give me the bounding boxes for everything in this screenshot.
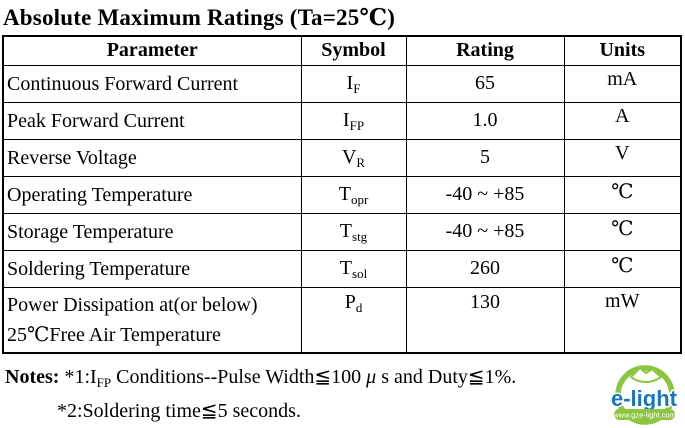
note-1: Notes: *1:IFP Conditions--Pulse Width≦10…: [5, 361, 685, 395]
logo-circle-swoosh: [615, 365, 675, 425]
rating-cell: -40 ~ +85: [405, 175, 565, 214]
symbol-base: I: [342, 109, 350, 131]
symbol-sub: R: [356, 155, 366, 170]
units-cell: mA: [563, 64, 682, 103]
rating-cell: 1.0: [405, 101, 565, 140]
symbol-cell: VR: [300, 138, 407, 177]
header-symbol: Symbol: [300, 35, 407, 66]
parameter-cell: Peak Forward Current: [2, 101, 302, 140]
parameter-cell: Soldering Temperature: [2, 249, 302, 288]
page-title: Absolute Maximum Ratings (Ta=25℃): [3, 5, 396, 30]
micro-symbol: μ: [366, 366, 377, 388]
table-row: Storage Temperature Tstg -40 ~ +85 ℃: [2, 212, 682, 251]
ratings-table-body: Continuous Forward Current IF 65 mA Peak…: [2, 64, 682, 354]
header-parameter: Parameter: [2, 35, 302, 66]
logo-url: www.gze-light.com: [612, 411, 676, 420]
rating-cell: 130: [405, 286, 565, 354]
rating-cell: 65: [405, 64, 565, 103]
symbol-base: T: [339, 257, 353, 279]
units-cell: ℃: [563, 249, 682, 288]
units-cell: ℃: [563, 175, 682, 214]
units-cell: V: [563, 138, 682, 177]
symbol-base: T: [339, 220, 353, 242]
units-cell: ℃: [563, 212, 682, 251]
symbol-base: I: [346, 72, 354, 94]
logo-wordmark: e-light: [611, 386, 678, 411]
parameter-cell: Continuous Forward Current: [2, 64, 302, 103]
symbol-sub: sol: [352, 266, 368, 281]
rating-cell: -40 ~ +85: [405, 212, 565, 251]
symbol-base: V: [341, 146, 357, 168]
logo-url-banner: [614, 409, 675, 420]
parameter-cell: Operating Temperature: [2, 175, 302, 214]
symbol-cell: Tsol: [300, 249, 407, 288]
header-units: Units: [563, 35, 682, 66]
table-row: Peak Forward Current IFP 1.0 A: [2, 101, 682, 140]
table-row: Continuous Forward Current IF 65 mA: [2, 64, 682, 103]
symbol-base: T: [338, 183, 351, 205]
logo-mountain-icon: [629, 366, 663, 384]
notes-label: Notes:: [5, 366, 60, 388]
table-header-row: Parameter Symbol Rating Units: [2, 35, 682, 66]
symbol-sub: F: [353, 81, 361, 96]
parameter-cell: Storage Temperature: [2, 212, 302, 251]
units-cell: A: [563, 101, 682, 140]
rating-cell: 5: [405, 138, 565, 177]
units-cell: mW: [563, 286, 682, 354]
e-light-logo: e-light www.gze-light.com: [610, 365, 679, 425]
symbol-cell: IF: [300, 64, 407, 103]
table-row: Reverse Voltage VR 5 V: [2, 138, 682, 177]
notes-section: Notes: *1:IFP Conditions--Pulse Width≦10…: [5, 361, 685, 427]
symbol-sub: stg: [352, 229, 368, 244]
symbol-cell: Tstg: [300, 212, 407, 251]
absolute-maximum-ratings-table: Parameter Symbol Rating Units Continuous…: [2, 35, 682, 354]
parameter-cell: Power Dissipation at(or below) 25℃Free A…: [2, 286, 302, 354]
note-1-pre: *1:I: [64, 366, 97, 388]
rating-cell: 260: [405, 249, 565, 288]
parameter-cell: Reverse Voltage: [2, 138, 302, 177]
header-rating: Rating: [405, 35, 565, 66]
symbol-sub: opr: [350, 192, 369, 207]
symbol-cell: Pd: [300, 286, 407, 354]
note-1-sub: FP: [96, 375, 112, 390]
symbol-sub: FP: [349, 118, 365, 133]
note-2: *2:Soldering time≦5 seconds.: [57, 400, 301, 422]
symbol-cell: Topr: [300, 175, 407, 214]
table-row: Soldering Temperature Tsol 260 ℃: [2, 249, 682, 288]
symbol-sub: d: [355, 299, 363, 315]
symbol-base: P: [344, 290, 356, 313]
note-1-post: s and Duty≦1%.: [376, 366, 517, 388]
note-1-mid: Conditions--Pulse Width≦100: [111, 366, 367, 388]
table-row: Power Dissipation at(or below) 25℃Free A…: [2, 286, 682, 354]
symbol-cell: IFP: [300, 101, 407, 140]
table-row: Operating Temperature Topr -40 ~ +85 ℃: [2, 175, 682, 214]
